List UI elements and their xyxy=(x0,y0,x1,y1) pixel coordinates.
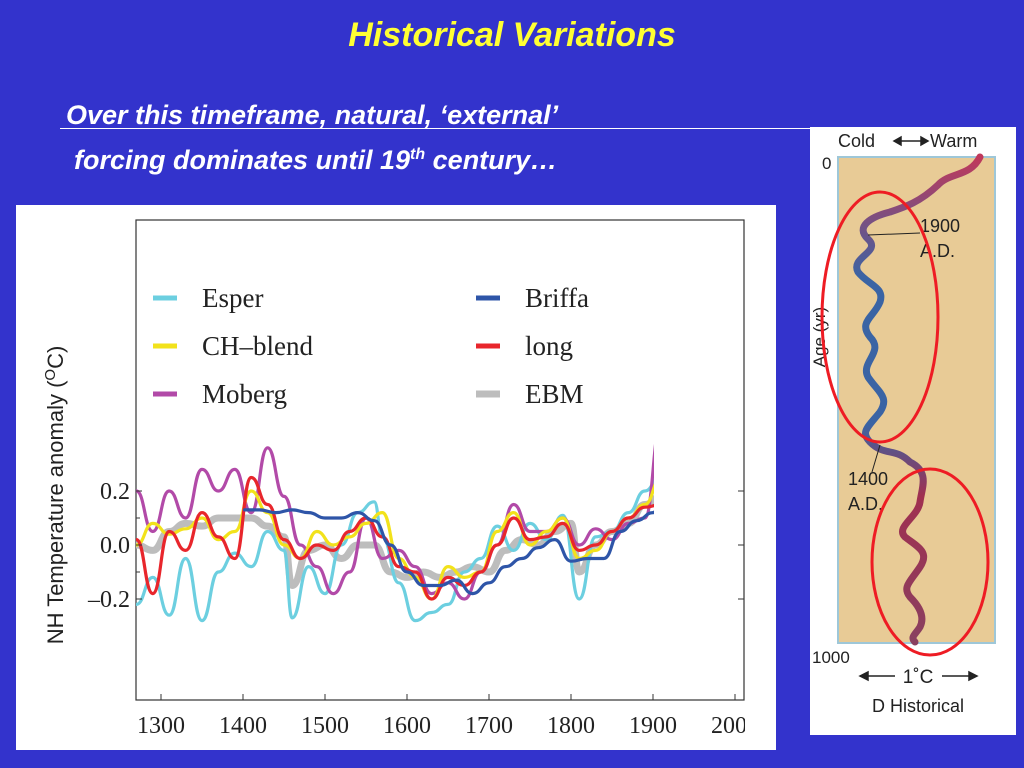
cold-warm-arrow xyxy=(892,135,930,147)
proxy-temperature-curve xyxy=(853,153,984,646)
x-tick-label: 1300 xyxy=(137,713,185,739)
annotation-ad-1: A.D. xyxy=(920,241,955,261)
age-tick-0: 0 xyxy=(822,154,831,173)
overlay-mask xyxy=(16,665,135,750)
nh-temperature-chart: 1300 1400 1500 1600 1700 1800 1900 20000.20.0–0… xyxy=(16,219,776,750)
cold-label: Cold xyxy=(838,131,875,151)
legend: Esper CH–blend Moberg Briffa long EBM xyxy=(153,283,589,409)
highlight-ellipse-lower xyxy=(870,467,990,657)
historical-proxy-chart: Cold Warm 0 1000 Age (yr) 1900 A.D. 1400… xyxy=(810,131,996,716)
legend-label-esper: Esper xyxy=(202,283,263,313)
bottom-label: D Historical xyxy=(872,696,964,716)
scale-label: 1˚C xyxy=(903,667,934,688)
subtitle-superscript: th xyxy=(410,146,426,163)
annotation-ad-2: A.D. xyxy=(848,494,883,514)
nh-temperature-chart-panel: 1300 1400 1500 1600 1700 1800 1900 2000 0.2 0.0 –0… xyxy=(16,205,776,750)
warm-label: Warm xyxy=(930,131,977,151)
x-tick-label: 1900 xyxy=(629,713,677,739)
subtitle-line-1: Over this timeframe, natural, ‘external’ xyxy=(66,100,559,130)
x-tick-label: 1400 xyxy=(219,713,267,739)
annotation-leader-1400 xyxy=(871,444,881,473)
legend-label-ch-blend: CH–blend xyxy=(202,331,313,361)
overlay-mask-right xyxy=(745,665,776,750)
divider-line xyxy=(60,128,810,129)
x-tick-label: 1600 xyxy=(383,713,431,739)
historical-proxy-panel: Cold Warm 0 1000 Age (yr) 1900 A.D. 1400… xyxy=(810,127,1016,735)
legend-label-moberg: Moberg xyxy=(202,379,287,409)
subtitle-line-2-text: forcing dominates until 19 xyxy=(74,145,411,175)
y-tick-label: –0.2 xyxy=(87,587,130,613)
highlight-ellipse-upper xyxy=(820,190,940,444)
subtitle-line-2-end: century… xyxy=(425,145,558,175)
y-axis-label: NH Temperature anomaly (OC) xyxy=(42,346,68,645)
age-tick-1000: 1000 xyxy=(812,648,850,667)
scale-arrow xyxy=(858,670,979,682)
y-axis-label-unit: O xyxy=(42,369,59,381)
subtitle-line-2: forcing dominates until 19th century… xyxy=(62,135,822,180)
axis-ticks: 1300 1400 1500 1600 1700 1800 1900 20000.20.0–0… xyxy=(87,479,759,739)
x-tick-label: 1500 xyxy=(301,713,349,739)
annotation-1400: 1400 xyxy=(848,469,888,489)
legend-label-briffa: Briffa xyxy=(525,283,589,313)
annotation-1900: 1900 xyxy=(920,216,960,236)
series-line-long xyxy=(136,475,654,601)
x-tick-label: 1800 xyxy=(547,713,595,739)
legend-label-long: long xyxy=(525,331,573,361)
y-axis-label-suffix: C) xyxy=(43,346,68,369)
y-tick-label: 0.2 xyxy=(100,479,130,505)
series-line-briffa xyxy=(243,508,654,596)
slide-title: Historical Variations xyxy=(348,16,676,54)
slide-subtitle: Over this timeframe, natural, ‘external’… xyxy=(62,95,822,180)
annotation-leader-1900 xyxy=(867,232,921,236)
x-tick-label: 1700 xyxy=(465,713,513,739)
plot-frame xyxy=(135,219,745,701)
plot-area xyxy=(136,444,654,623)
y-axis-label-text: NH Temperature anomaly ( xyxy=(43,380,68,644)
legend-label-ebm: EBM xyxy=(525,379,584,409)
y-tick-label: 0.0 xyxy=(100,533,130,559)
